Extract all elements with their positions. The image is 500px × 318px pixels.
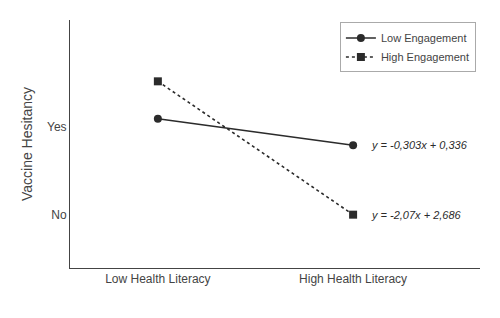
svg-text:No: No [51,208,67,222]
svg-text:y = -0,303x + 0,336: y = -0,303x + 0,336 [371,139,468,151]
svg-text:Low Engagement: Low Engagement [381,32,467,44]
svg-text:Vaccine Hesitancy: Vaccine Hesitancy [19,87,35,201]
svg-text:High Engagement: High Engagement [381,51,469,63]
svg-text:Yes: Yes [47,120,67,134]
svg-text:Low Health Literacy: Low Health Literacy [105,272,210,286]
svg-text:y = -2,07x + 2,686: y = -2,07x + 2,686 [371,209,462,221]
svg-text:High Health Literacy: High Health Literacy [299,272,407,286]
